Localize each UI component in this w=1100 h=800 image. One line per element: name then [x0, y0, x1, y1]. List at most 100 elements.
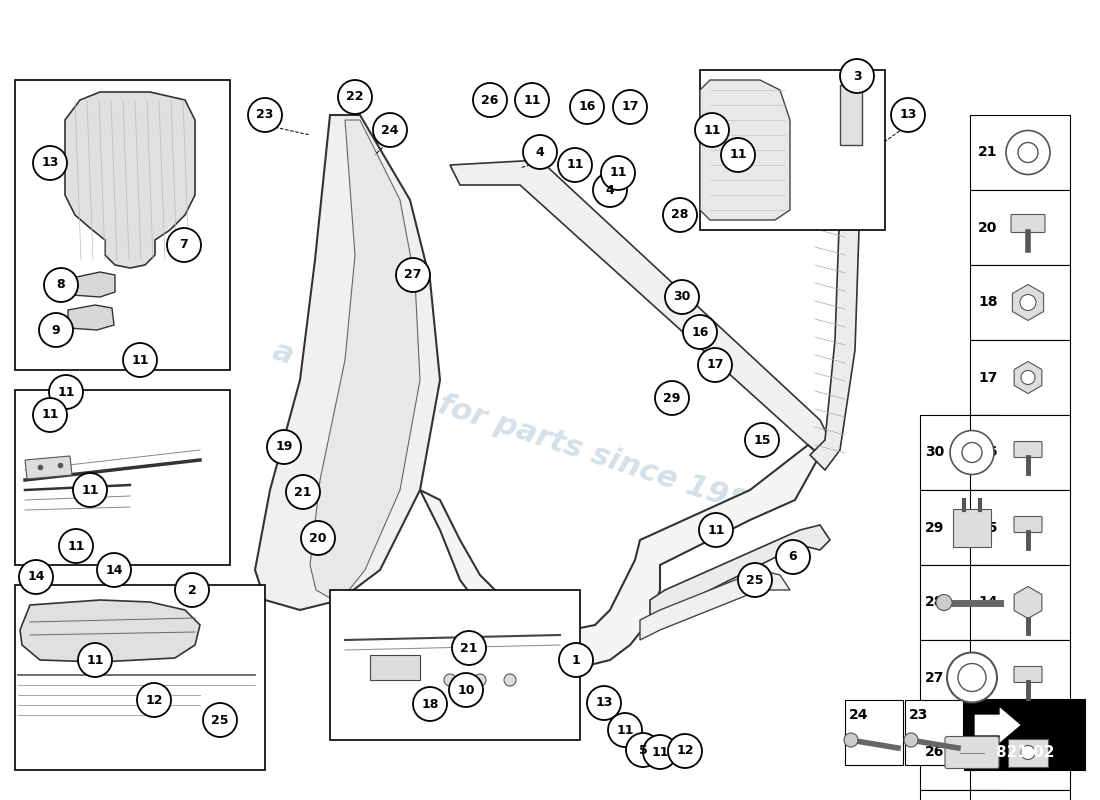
- Polygon shape: [700, 80, 790, 220]
- Text: 29: 29: [925, 521, 945, 534]
- Text: 24: 24: [382, 123, 398, 137]
- Text: 11: 11: [131, 354, 149, 366]
- Circle shape: [301, 521, 336, 555]
- Polygon shape: [255, 115, 440, 610]
- Circle shape: [698, 513, 733, 547]
- Circle shape: [338, 80, 372, 114]
- FancyBboxPatch shape: [970, 115, 1070, 190]
- Circle shape: [570, 90, 604, 124]
- Text: 23: 23: [256, 109, 274, 122]
- FancyBboxPatch shape: [700, 70, 886, 230]
- Circle shape: [78, 643, 112, 677]
- FancyBboxPatch shape: [920, 640, 1000, 715]
- Text: 30: 30: [673, 290, 691, 303]
- Text: 26: 26: [482, 94, 498, 106]
- Circle shape: [50, 375, 82, 409]
- Circle shape: [558, 148, 592, 182]
- Text: 20: 20: [309, 531, 327, 545]
- Text: 13: 13: [900, 109, 916, 122]
- Circle shape: [840, 59, 874, 93]
- Text: 30: 30: [925, 446, 944, 459]
- Circle shape: [396, 258, 430, 292]
- FancyBboxPatch shape: [970, 190, 1070, 265]
- Circle shape: [1021, 746, 1035, 759]
- FancyBboxPatch shape: [953, 509, 991, 546]
- FancyBboxPatch shape: [945, 737, 999, 769]
- Text: 25: 25: [746, 574, 763, 586]
- Circle shape: [950, 430, 994, 474]
- Text: 11: 11: [524, 94, 541, 106]
- Text: 13: 13: [978, 670, 998, 685]
- Circle shape: [123, 343, 157, 377]
- Circle shape: [663, 198, 697, 232]
- FancyBboxPatch shape: [970, 490, 1070, 565]
- Polygon shape: [640, 570, 790, 640]
- Text: 23: 23: [909, 708, 928, 722]
- Text: a passion for parts since 1985: a passion for parts since 1985: [268, 336, 771, 524]
- Text: 18: 18: [421, 698, 439, 710]
- Circle shape: [522, 135, 557, 169]
- Text: 27: 27: [925, 670, 945, 685]
- Text: 16: 16: [579, 101, 596, 114]
- Circle shape: [844, 733, 858, 747]
- Circle shape: [720, 138, 755, 172]
- Text: 14: 14: [28, 570, 45, 583]
- Text: 11: 11: [609, 166, 627, 179]
- Circle shape: [412, 687, 447, 721]
- Text: 12: 12: [676, 745, 694, 758]
- FancyBboxPatch shape: [970, 340, 1070, 415]
- Text: 16: 16: [691, 326, 708, 338]
- Circle shape: [654, 381, 689, 415]
- Circle shape: [891, 98, 925, 132]
- Text: 11: 11: [86, 654, 103, 666]
- Text: 26: 26: [925, 746, 945, 759]
- FancyBboxPatch shape: [920, 490, 1000, 565]
- Text: 17: 17: [706, 358, 724, 371]
- Circle shape: [175, 573, 209, 607]
- Text: 21: 21: [460, 642, 477, 654]
- Polygon shape: [68, 305, 114, 330]
- Circle shape: [559, 643, 593, 677]
- Text: 13: 13: [42, 157, 58, 170]
- FancyBboxPatch shape: [970, 415, 1070, 490]
- FancyBboxPatch shape: [1014, 517, 1042, 533]
- Text: 15: 15: [754, 434, 771, 446]
- Circle shape: [698, 348, 732, 382]
- Circle shape: [601, 156, 635, 190]
- FancyBboxPatch shape: [840, 85, 862, 145]
- Text: 25: 25: [211, 714, 229, 726]
- Circle shape: [587, 686, 621, 720]
- Circle shape: [449, 673, 483, 707]
- Text: 3: 3: [852, 70, 861, 82]
- Circle shape: [444, 674, 456, 686]
- Circle shape: [683, 315, 717, 349]
- Text: 11: 11: [81, 483, 99, 497]
- Circle shape: [97, 553, 131, 587]
- Polygon shape: [450, 160, 830, 455]
- Text: 12: 12: [145, 694, 163, 706]
- FancyBboxPatch shape: [970, 265, 1070, 340]
- Circle shape: [33, 398, 67, 432]
- Text: 21: 21: [978, 146, 998, 159]
- Polygon shape: [975, 708, 1020, 742]
- Circle shape: [668, 734, 702, 768]
- Circle shape: [373, 113, 407, 147]
- Text: 4: 4: [606, 183, 615, 197]
- Text: 14: 14: [106, 563, 123, 577]
- Polygon shape: [650, 525, 830, 620]
- Circle shape: [59, 529, 94, 563]
- Text: 19: 19: [275, 441, 293, 454]
- Polygon shape: [1014, 362, 1042, 394]
- Text: 15: 15: [978, 521, 998, 534]
- Text: 11: 11: [729, 149, 747, 162]
- Text: 16: 16: [978, 446, 998, 459]
- Polygon shape: [25, 456, 72, 479]
- Circle shape: [73, 473, 107, 507]
- Text: 22: 22: [346, 90, 364, 103]
- FancyBboxPatch shape: [1011, 214, 1045, 233]
- Text: 29: 29: [663, 391, 681, 405]
- Circle shape: [1020, 294, 1036, 310]
- FancyBboxPatch shape: [920, 565, 1000, 640]
- FancyBboxPatch shape: [920, 415, 1000, 490]
- FancyBboxPatch shape: [1008, 738, 1048, 766]
